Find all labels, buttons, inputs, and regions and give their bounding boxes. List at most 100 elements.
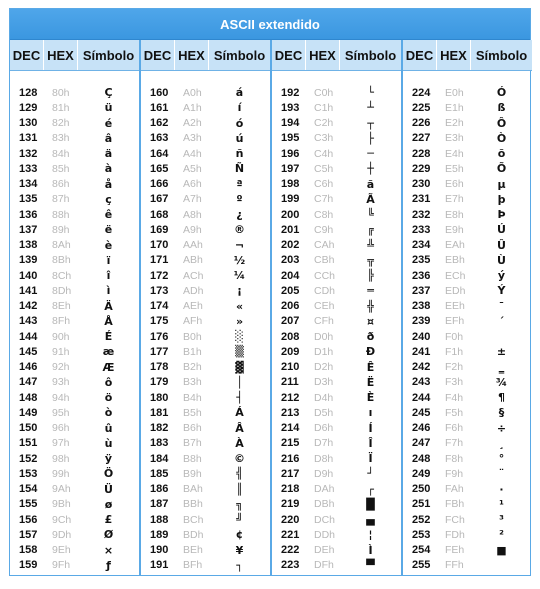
hex-value: F8h <box>445 452 464 465</box>
table-row: 240 F0h ­ <box>403 329 532 344</box>
dec-value: 158 <box>19 544 38 557</box>
dec-value: 170 <box>150 239 169 252</box>
table-row: 223 DFh ▀ <box>272 558 401 573</box>
symbol-value: ó <box>235 116 244 130</box>
hex-value: 8Ah <box>52 239 71 252</box>
dec-value: 136 <box>19 208 38 221</box>
hex-value: ABh <box>183 254 203 267</box>
rows: 224 E0h Ó 225 E1h ß 226 E2h Ô 227 E3h Ò 228 E4h õ 229 E5… <box>403 71 532 573</box>
dec-value: 227 <box>412 132 431 145</box>
hex-value: 9Ah <box>52 483 71 496</box>
dec-value: 217 <box>281 467 300 480</box>
table-row: 234 EAh Û <box>403 238 532 253</box>
hex-value: F1h <box>445 345 464 358</box>
hex-value: B4h <box>183 391 202 404</box>
symbol-value: ¯ <box>498 299 505 313</box>
table-row: 139 8Bh ï <box>10 253 139 268</box>
table-row: 180 B4h ┤ <box>141 390 270 405</box>
symbol-value: ø <box>104 497 113 511</box>
dec-value: 199 <box>281 193 300 206</box>
table-row: 224 E0h Ó <box>403 85 532 100</box>
table-row: 229 E5h Õ <box>403 161 532 176</box>
hex-value: A2h <box>183 117 202 130</box>
table-row: 220 DCh ▄ <box>272 512 401 527</box>
dec-value: 128 <box>19 86 38 99</box>
dec-value: 176 <box>150 330 169 343</box>
dec-value: 129 <box>19 101 38 114</box>
hex-value: 8Bh <box>52 254 71 267</box>
table-row: 189 BDh ¢ <box>141 527 270 542</box>
header-symbol: Símbolo <box>213 47 266 63</box>
dec-value: 168 <box>150 208 169 221</box>
table-row: 165 A5h Ñ <box>141 161 270 176</box>
dec-value: 189 <box>150 528 169 541</box>
dec-value: 216 <box>281 452 300 465</box>
hex-value: 87h <box>52 193 70 206</box>
table-row: 159 9Fh ƒ <box>10 558 139 573</box>
dec-value: 249 <box>412 467 431 480</box>
dec-value: 221 <box>281 528 300 541</box>
hex-value: 98h <box>52 452 70 465</box>
dec-value: 187 <box>150 498 169 511</box>
hex-value: A4h <box>183 147 202 160</box>
table-row: 247 F7h ¸ <box>403 436 532 451</box>
dec-value: 163 <box>150 132 169 145</box>
symbol-value: ┐ <box>236 558 243 572</box>
hex-value: A5h <box>183 162 202 175</box>
column-header: DEC HEX Símbolo <box>141 40 270 71</box>
hex-value: FBh <box>445 498 465 511</box>
dec-value: 215 <box>281 437 300 450</box>
dec-value: 226 <box>412 117 431 130</box>
hex-value: 82h <box>52 117 70 130</box>
hex-value: DEh <box>314 544 335 557</box>
symbol-value: Ó <box>496 86 507 100</box>
table-row: 157 9Dh Ø <box>10 527 139 542</box>
symbol-value: £ <box>104 513 113 527</box>
symbol-value: ¾ <box>495 375 508 389</box>
table-row: 201 C9h ╔ <box>272 222 401 237</box>
dec-value: 200 <box>281 208 300 221</box>
symbol-value: ║ <box>236 482 243 496</box>
dec-value: 171 <box>150 254 169 267</box>
dec-value: 139 <box>19 254 38 267</box>
table-row: 181 B5h Á <box>141 405 270 420</box>
table-row: 243 F3h ¾ <box>403 375 532 390</box>
symbol-value: ƒ <box>106 558 111 572</box>
symbol-value: Å <box>104 314 113 328</box>
symbol-value: ¹ <box>499 497 504 511</box>
symbol-value: Ò <box>496 131 507 145</box>
symbol-value: ╔ <box>367 223 374 237</box>
dec-value: 228 <box>412 147 431 160</box>
symbol-value: Ë <box>366 375 375 389</box>
symbol-value: ú <box>235 131 244 145</box>
hex-value: D1h <box>314 345 334 358</box>
symbol-value: à <box>104 162 113 176</box>
table-row: 222 DEh Ì <box>272 543 401 558</box>
dec-value: 202 <box>281 239 300 252</box>
dec-value: 141 <box>19 284 38 297</box>
dec-value: 220 <box>281 513 300 526</box>
symbol-value: Ä <box>104 299 113 313</box>
hex-value: 8Ch <box>52 269 72 282</box>
dec-value: 138 <box>19 239 38 252</box>
dec-value: 244 <box>412 391 431 404</box>
dec-value: 251 <box>412 498 431 511</box>
hex-value: CEh <box>314 300 335 313</box>
hex-value: 91h <box>52 345 70 358</box>
table-row: 252 FCh ³ <box>403 512 532 527</box>
table-row: 150 96h û <box>10 421 139 436</box>
hex-value: A9h <box>183 223 202 236</box>
dec-value: 255 <box>412 559 431 572</box>
table-row: 244 F4h ¶ <box>403 390 532 405</box>
symbol-value: ® <box>234 223 245 237</box>
symbol-value: É <box>104 330 113 344</box>
table-row: 184 B8h © <box>141 451 270 466</box>
table-row: 221 DDh ¦ <box>272 527 401 542</box>
table-row: 238 EEh ¯ <box>403 299 532 314</box>
hex-value: A6h <box>183 178 202 191</box>
dec-value: 145 <box>19 345 38 358</box>
dec-value: 248 <box>412 452 431 465</box>
table-row: 250 FAh · <box>403 482 532 497</box>
symbol-value: ┴ <box>367 101 374 115</box>
hex-value: D3h <box>314 376 334 389</box>
